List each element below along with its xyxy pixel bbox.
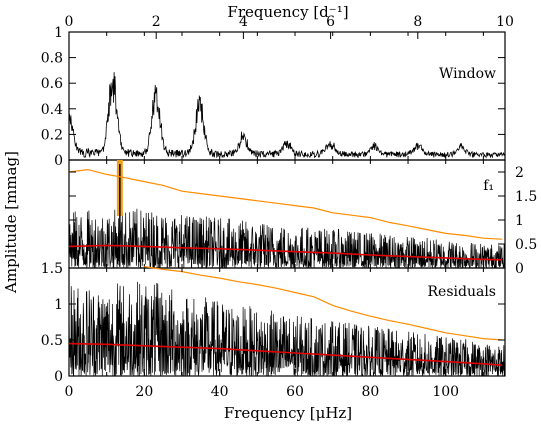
x-tick-label: 0 <box>65 384 74 400</box>
residuals-panel: 0 0.5 1 1.5 0 20 40 60 80 100 <box>41 261 506 400</box>
y-tick-label: 1 <box>54 297 63 313</box>
y-tick-label: 0 <box>54 153 63 169</box>
y-tick-label: 0.6 <box>41 76 63 92</box>
x-top-tick-label: 10 <box>496 14 514 30</box>
y-tick-label: 1 <box>54 25 63 41</box>
bottom-axis-label: Frequency [μHz] <box>224 404 352 422</box>
x-top-tick-label: 4 <box>239 14 248 30</box>
x-tick-label: 20 <box>135 384 153 400</box>
y-tick-label: 0.5 <box>41 333 63 349</box>
y-tick-label-right: 0 <box>515 261 524 277</box>
window-panel: 00.20.40.60.810 2 4 6 8 10 <box>41 14 514 169</box>
y-tick-label: 1.5 <box>41 261 63 277</box>
mean-noise-curve <box>68 244 503 261</box>
y-tick-label: 0.4 <box>41 102 63 118</box>
x-tick-label: 40 <box>211 384 229 400</box>
window-panel-label: Window <box>439 66 496 82</box>
y-tick-label-right: 1 <box>515 213 524 229</box>
x-top-tick-label: 8 <box>413 14 422 30</box>
significance-threshold-curve <box>144 266 503 341</box>
x-tick-label: 60 <box>286 384 304 400</box>
f1-panel: 0 0.5 1 1.5 2 <box>68 159 537 277</box>
f1-panel-label: f₁ <box>483 178 494 194</box>
panel-frame <box>68 31 506 161</box>
mean-noise-curve <box>68 342 503 366</box>
window-trace <box>68 72 506 159</box>
y-tick-label: 0.8 <box>41 51 63 67</box>
amplitude-spectrum-trace <box>68 208 506 269</box>
amplitude-spectrum-trace <box>68 281 506 378</box>
x-tick-label: 80 <box>361 384 379 400</box>
x-top-tick-label: 6 <box>326 14 335 30</box>
y-tick-label-right: 0.5 <box>515 237 537 253</box>
significance-threshold-curve <box>68 168 503 240</box>
y-tick-label: 0.2 <box>41 127 63 143</box>
top-axis-label: Frequency [d⁻¹] <box>227 3 348 21</box>
y-tick-label-right: 1.5 <box>515 189 537 205</box>
residuals-panel-label: Residuals <box>428 284 496 300</box>
y-axis-label: Amplitude [mmag] <box>2 151 20 294</box>
x-top-tick-label: 2 <box>152 14 161 30</box>
y-tick-label: 0 <box>54 369 63 385</box>
y-tick-label-right: 2 <box>515 165 524 181</box>
x-top-tick-label: 0 <box>65 14 74 30</box>
x-tick-label: 100 <box>432 384 459 400</box>
